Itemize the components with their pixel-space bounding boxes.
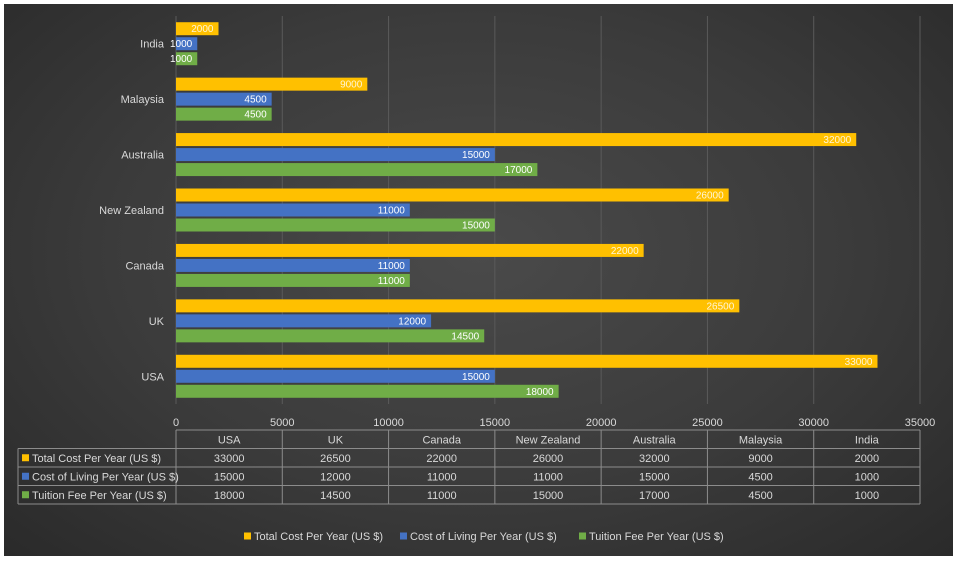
data-label: 2000	[191, 24, 214, 35]
bar	[176, 188, 729, 202]
data-label: 1000	[170, 39, 193, 50]
table-cell: 17000	[639, 490, 670, 502]
x-tick-label: 10000	[373, 417, 404, 429]
data-label: 11000	[378, 261, 406, 272]
data-label: 1000	[170, 54, 193, 65]
table-cell: 1000	[855, 490, 879, 502]
category-label: Malaysia	[121, 94, 165, 106]
legend-key	[22, 472, 29, 480]
chart-area: USA 33000 15000 18000 UK 26500 12000 14500 Canad…	[4, 4, 953, 556]
table-cell: 1000	[855, 471, 879, 483]
table-cell: 12000	[320, 471, 351, 483]
bar	[176, 354, 878, 368]
bar	[176, 329, 485, 343]
category-label: UK	[149, 316, 165, 328]
table-cell: 26000	[533, 453, 564, 465]
x-tick-label: 35000	[905, 417, 936, 429]
data-label: 22000	[611, 246, 639, 257]
table-cell: 4500	[748, 471, 772, 483]
bar	[176, 369, 495, 383]
table-cell: 11000	[533, 471, 563, 483]
table-cell: 33000	[214, 453, 245, 465]
bar-chart: USA 33000 15000 18000 UK 26500 12000 14500 Canad…	[17, 16, 936, 543]
data-label: 26500	[707, 301, 735, 312]
bar	[176, 273, 410, 287]
table-cell: 15000	[533, 490, 564, 502]
legend-key	[579, 532, 586, 540]
table-cell: 22000	[426, 453, 457, 465]
bar	[176, 52, 198, 66]
table-cell: 4500	[748, 490, 772, 502]
bar	[176, 107, 272, 121]
data-label: 11000	[378, 276, 406, 287]
category-label: Canada	[125, 260, 164, 272]
legend-key	[400, 532, 407, 540]
legend-label: Cost of Living Per Year (US $)	[410, 531, 557, 543]
table-header-cell: Canada	[422, 434, 461, 446]
table-cell: 14500	[320, 490, 351, 502]
table-header-cell: India	[855, 434, 880, 446]
data-label: 12000	[398, 316, 426, 327]
legend-label: Total Cost Per Year (US $)	[254, 531, 383, 543]
table-cell: 11000	[427, 490, 457, 502]
bar	[176, 203, 410, 217]
data-label: 14500	[451, 331, 479, 342]
data-label: 4500	[244, 110, 267, 121]
data-label: 32000	[823, 135, 851, 146]
bar	[176, 163, 538, 177]
data-label: 26000	[696, 191, 724, 202]
bar	[176, 314, 432, 328]
table-cell: 15000	[214, 471, 245, 483]
data-label: 15000	[462, 372, 490, 383]
bar	[176, 243, 644, 257]
x-tick-label: 30000	[798, 417, 829, 429]
legend-label: Tuition Fee Per Year (US $)	[589, 531, 724, 543]
table-header-cell: Malaysia	[739, 434, 783, 446]
table-cell: 26500	[320, 453, 351, 465]
bar	[176, 148, 495, 162]
table-cell: 15000	[639, 471, 670, 483]
legend-key	[244, 532, 251, 540]
bar	[176, 258, 410, 272]
table-header-cell: USA	[218, 434, 241, 446]
data-label: 9000	[340, 80, 363, 91]
category-label: Australia	[121, 150, 165, 162]
bar	[176, 77, 368, 91]
category-label: New Zealand	[99, 205, 164, 217]
data-label: 11000	[378, 206, 406, 217]
table-header-cell: Australia	[633, 434, 677, 446]
bar	[176, 22, 219, 36]
legend-key	[22, 454, 29, 462]
table-cell: 11000	[427, 471, 457, 483]
data-label: 15000	[462, 150, 490, 161]
category-label: USA	[141, 371, 164, 383]
table-row-label: Total Cost Per Year (US $)	[32, 453, 161, 465]
x-tick-label: 20000	[586, 417, 617, 429]
data-label: 15000	[462, 221, 490, 232]
data-label: 4500	[244, 95, 267, 106]
data-label: 17000	[505, 165, 533, 176]
bar	[176, 92, 272, 106]
bar	[176, 133, 857, 147]
x-tick-label: 15000	[480, 417, 511, 429]
x-tick-label: 25000	[692, 417, 723, 429]
x-tick-label: 0	[173, 417, 179, 429]
bar	[176, 299, 740, 313]
table-cell: 18000	[214, 490, 245, 502]
data-label: 33000	[845, 357, 873, 368]
bar	[176, 218, 495, 232]
table-cell: 32000	[639, 453, 670, 465]
table-cell: 2000	[855, 453, 879, 465]
table-cell: 9000	[748, 453, 772, 465]
category-label: India	[140, 39, 165, 51]
table-header-cell: New Zealand	[516, 434, 581, 446]
x-tick-label: 5000	[270, 417, 294, 429]
bar	[176, 37, 198, 51]
table-row-label: Tuition Fee Per Year (US $)	[32, 490, 167, 502]
table-row-label: Cost of Living Per Year (US $)	[32, 471, 179, 483]
bar	[176, 384, 559, 398]
data-label: 18000	[526, 387, 554, 398]
legend-key	[22, 491, 29, 499]
table-header-cell: UK	[328, 434, 344, 446]
